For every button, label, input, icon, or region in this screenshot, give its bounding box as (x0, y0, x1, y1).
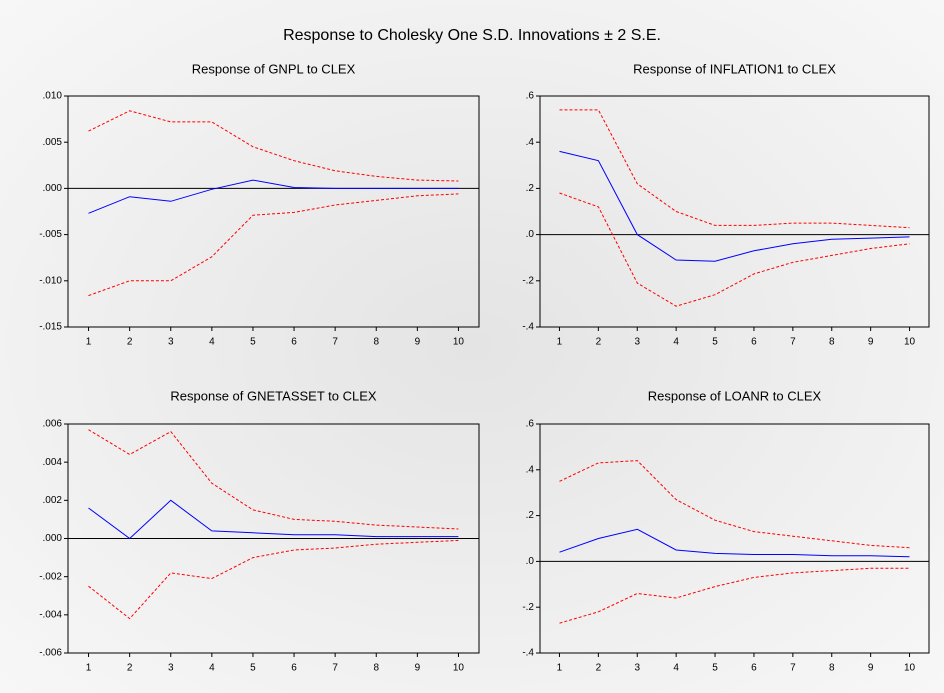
y-tick-label: .004 (43, 457, 63, 468)
x-tick-label: 5 (250, 663, 256, 674)
y-tick-label: .6 (526, 419, 535, 430)
x-tick-label: 6 (291, 337, 297, 348)
x-tick-label: 4 (209, 663, 215, 674)
x-tick-label: 1 (557, 663, 563, 674)
x-tick-label: 9 (868, 337, 874, 348)
x-tick-label: 1 (557, 337, 563, 348)
y-tick-label: .0 (526, 556, 535, 567)
chart: Response to Cholesky One S.D. Innovation… (0, 0, 944, 693)
x-tick-label: 4 (673, 337, 679, 348)
x-tick-label: 2 (127, 663, 133, 674)
x-tick-label: 10 (453, 663, 465, 674)
background (0, 0, 944, 693)
y-tick-label: .006 (43, 419, 63, 430)
main-title: Response to Cholesky One S.D. Innovation… (283, 27, 661, 44)
x-tick-label: 6 (751, 663, 757, 674)
y-tick-label: .4 (526, 464, 535, 475)
x-tick-label: 8 (829, 337, 835, 348)
x-tick-label: 5 (250, 337, 256, 348)
x-tick-label: 7 (790, 663, 796, 674)
x-tick-label: 7 (332, 663, 338, 674)
x-tick-label: 9 (415, 337, 421, 348)
x-tick-label: 2 (127, 337, 133, 348)
y-tick-label: -.010 (39, 275, 62, 286)
y-tick-label: .000 (43, 533, 63, 544)
y-tick-label: -.004 (39, 609, 62, 620)
y-tick-label: .4 (526, 137, 535, 148)
x-tick-label: 10 (904, 337, 916, 348)
panel-title: Response of LOANR to CLEX (648, 388, 822, 403)
x-tick-label: 8 (829, 663, 835, 674)
y-tick-label: -.4 (522, 648, 534, 659)
y-tick-label: -.2 (522, 275, 534, 286)
x-tick-label: 10 (453, 337, 465, 348)
x-tick-label: 3 (634, 663, 640, 674)
x-tick-label: 9 (415, 663, 421, 674)
x-tick-label: 1 (86, 663, 92, 674)
y-tick-label: .2 (526, 183, 535, 194)
y-tick-label: .6 (526, 91, 535, 102)
x-tick-label: 2 (596, 337, 602, 348)
x-tick-label: 8 (373, 337, 379, 348)
x-tick-label: 2 (596, 663, 602, 674)
y-tick-label: -.006 (39, 648, 62, 659)
y-tick-label: -.002 (39, 571, 62, 582)
x-tick-label: 1 (86, 337, 92, 348)
y-tick-label: -.4 (522, 322, 534, 333)
x-tick-label: 4 (673, 663, 679, 674)
x-tick-label: 3 (168, 337, 174, 348)
panel-title: Response of GNPL to CLEX (192, 61, 356, 76)
x-tick-label: 4 (209, 337, 215, 348)
x-tick-label: 6 (751, 337, 757, 348)
y-tick-label: -.2 (522, 602, 534, 613)
x-tick-label: 8 (373, 663, 379, 674)
y-tick-label: .010 (43, 91, 63, 102)
x-tick-label: 3 (168, 663, 174, 674)
x-tick-label: 5 (712, 337, 718, 348)
y-tick-label: .000 (43, 183, 63, 194)
y-tick-label: -.015 (39, 322, 62, 333)
x-tick-label: 3 (634, 337, 640, 348)
y-tick-label: .002 (43, 495, 63, 506)
x-tick-label: 5 (712, 663, 718, 674)
panel-title: Response of GNETASSET to CLEX (170, 388, 376, 403)
x-tick-label: 6 (291, 663, 297, 674)
y-tick-label: .0 (526, 229, 535, 240)
x-tick-label: 9 (868, 663, 874, 674)
y-tick-label: .2 (526, 510, 535, 521)
panel-title: Response of INFLATION1 to CLEX (633, 61, 836, 76)
x-tick-label: 7 (332, 337, 338, 348)
x-tick-label: 7 (790, 337, 796, 348)
y-tick-label: -.005 (39, 229, 62, 240)
x-tick-label: 10 (904, 663, 916, 674)
y-tick-label: .005 (43, 137, 63, 148)
